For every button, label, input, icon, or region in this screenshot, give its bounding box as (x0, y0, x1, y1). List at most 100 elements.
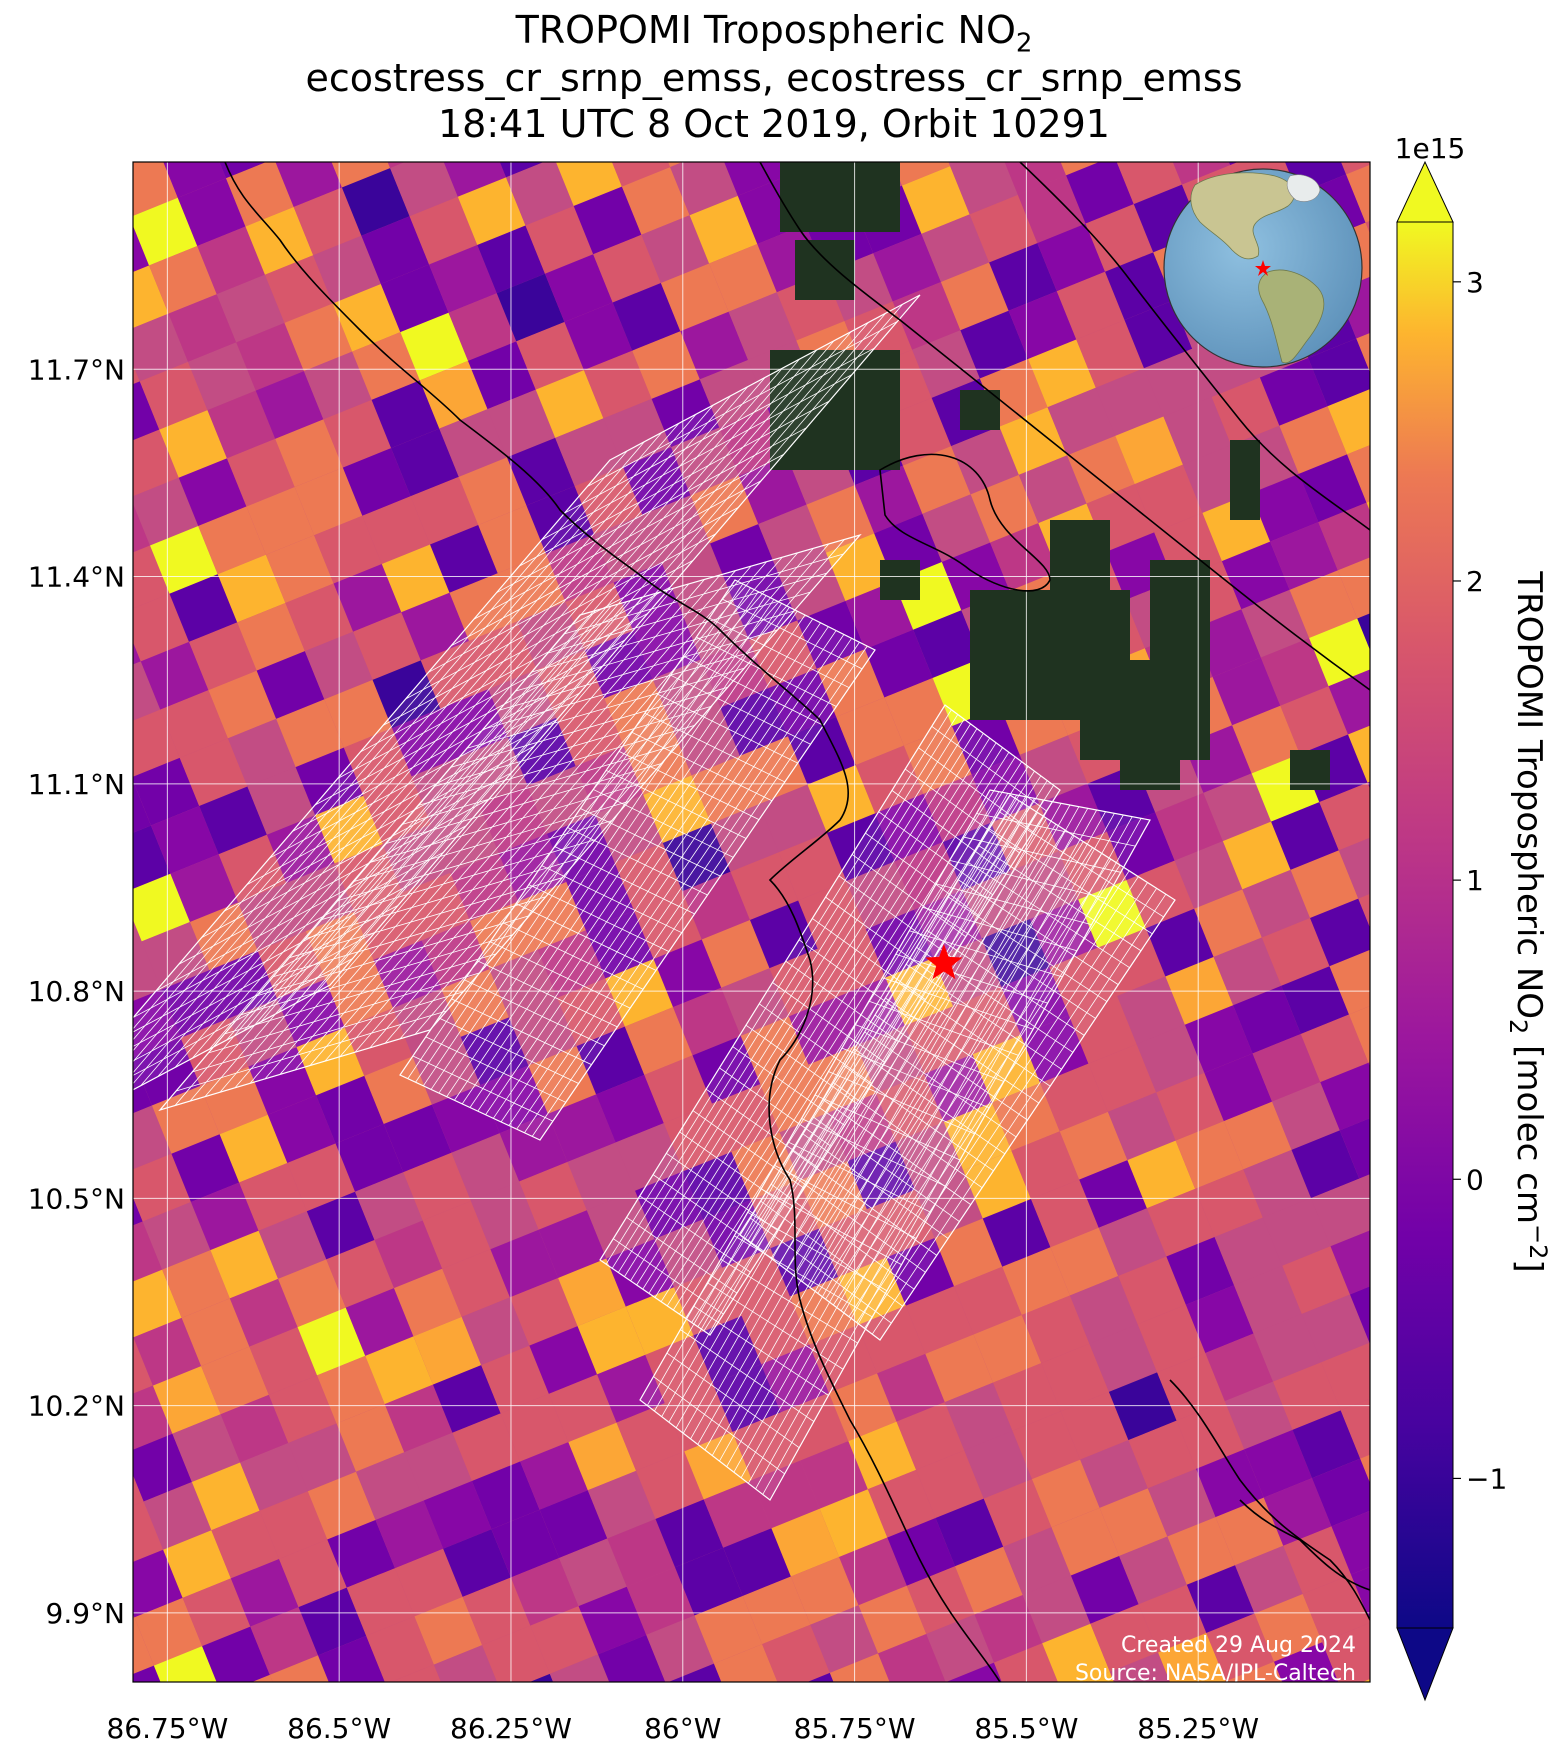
no2-pixel (1349, 1006, 1370, 1063)
no2-pixel (71, 53, 139, 121)
no2-pixel (1252, 1033, 1321, 1102)
no2-pixel (307, 1471, 376, 1540)
colorbar-tick-label: −1 (1466, 1462, 1507, 1495)
coastline-pacific (224, 162, 1001, 1682)
no2-pixel (509, 1277, 578, 1346)
no2-pixel (226, 438, 295, 507)
footprint-scanline (989, 828, 1153, 935)
no2-pixel (325, 959, 394, 1028)
no2-pixel (275, 419, 343, 488)
no2-pixel (163, 1530, 231, 1598)
no2-pixel (227, 718, 296, 787)
no2-pixel (738, 456, 807, 525)
no2-pixel (133, 1153, 191, 1222)
no2-pixel (443, 1529, 511, 1597)
no2-pixel (170, 854, 239, 922)
no2-pixel (133, 381, 160, 441)
no2-pixel (1004, 162, 1067, 195)
footprint-scanline (605, 770, 747, 839)
no2-pixel (133, 642, 141, 665)
footprint-scanline (541, 374, 853, 540)
no2-pixel (1281, 966, 1350, 1034)
no2-pixel (1137, 1304, 1206, 1373)
no2-pixel (653, 939, 722, 1008)
no2-pixel (555, 418, 623, 487)
footprint-scanline (692, 1110, 805, 1189)
no2-pixel (1185, 1285, 1254, 1353)
no2-pixel (163, 162, 226, 198)
footprint-scanline (802, 1133, 949, 1239)
colorbar-exponent: 1e15 (1395, 132, 1466, 165)
no2-pixel (615, 1123, 684, 1191)
no2-pixel (612, 282, 681, 351)
no2-pixel (971, 754, 1040, 823)
no2-pixel (133, 313, 189, 382)
footprint-scanline (905, 963, 1062, 1070)
no2-pixel (684, 1431, 752, 1500)
no2-pixel (150, 806, 219, 874)
no2-pixel (963, 1150, 1031, 1219)
no2-pixel (1117, 976, 1185, 1045)
no2-pixel (566, 862, 635, 931)
no2-pixel (220, 1394, 289, 1463)
footprint-scanline (567, 827, 708, 896)
no2-pixel (133, 780, 151, 833)
no2-pixel (670, 162, 738, 216)
no-data-patch (960, 390, 1000, 430)
no2-pixel (1205, 1333, 1274, 1402)
no2-pixel (1020, 1015, 1089, 1084)
no2-pixel (1272, 1082, 1340, 1150)
footprint-scanline (412, 1055, 554, 1122)
no2-pixel (1059, 1111, 1128, 1180)
globe-north-america (1190, 172, 1295, 260)
no2-pixel (1222, 821, 1291, 890)
no2-pixel (1340, 1398, 1370, 1459)
no2-pixel (1080, 1440, 1148, 1508)
no2-pixel (14, 189, 82, 257)
no2-pixel (43, 401, 111, 469)
no2-pixel (139, 82, 207, 150)
no2-pixel (1079, 1160, 1147, 1228)
no2-pixel (955, 1546, 1023, 1615)
no2-pixel (1018, 455, 1087, 524)
footprint-scanline (464, 979, 605, 1047)
no2-pixel (1365, 220, 1370, 234)
footprint-scanline (133, 905, 399, 1047)
no2-pixel (431, 1085, 500, 1153)
no2-pixel (1012, 1411, 1081, 1480)
no2-pixel (269, 1655, 329, 1682)
no2-pixel (724, 162, 787, 196)
no2-pixel (825, 533, 894, 602)
no2-pixel (701, 920, 770, 988)
no2-pixel (259, 1491, 328, 1559)
no2-pixel (374, 1220, 443, 1289)
no2-pixel (149, 245, 217, 314)
no2-pixel (815, 89, 883, 157)
footprint-scanline (425, 1036, 566, 1103)
no2-pixel (207, 390, 276, 459)
no2-pixel (197, 226, 265, 295)
no-data-patch (1050, 520, 1110, 620)
no2-pixel (177, 178, 246, 246)
no2-pixel (252, 1674, 273, 1682)
no2-pixel (982, 1199, 1051, 1267)
no2-pixel (981, 919, 1050, 987)
no2-pixel (355, 1172, 423, 1240)
no2-pixel (1090, 1604, 1159, 1672)
no2-pixel (467, 61, 535, 129)
no2-pixel (1003, 1527, 1071, 1595)
y-tick-label: 11.4°N (28, 561, 125, 594)
no2-pixel (641, 215, 710, 283)
no2-pixel (1099, 1488, 1168, 1557)
no2-pixel (974, 1594, 1043, 1663)
no2-pixel (634, 891, 702, 959)
no2-pixel (1262, 1198, 1331, 1266)
no2-pixel (712, 1084, 780, 1152)
no2-pixel (946, 1662, 1002, 1682)
no2-pixel (317, 1355, 385, 1424)
no2-pixel (546, 814, 615, 883)
no2-pixel (1253, 1313, 1322, 1382)
footprint-scanline (473, 453, 785, 620)
footprint-scanline (451, 998, 592, 1065)
y-tick-label: 10.2°N (28, 1390, 125, 1423)
